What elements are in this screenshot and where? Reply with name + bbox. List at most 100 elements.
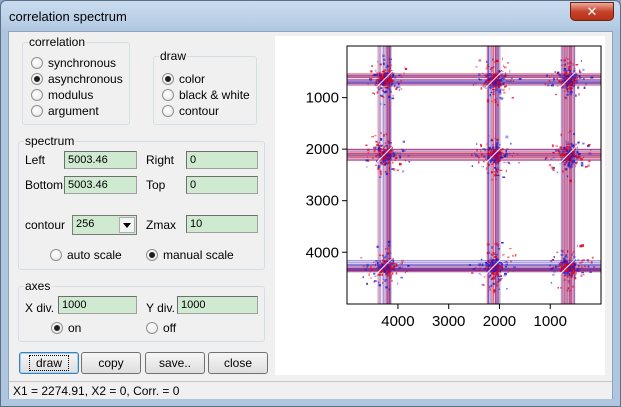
- cross-peak-speckle: [496, 74, 499, 76]
- bottom-field[interactable]: 5003.46: [64, 176, 137, 194]
- cross-peak-speckle: [388, 57, 391, 61]
- cross-peak-speckle: [557, 150, 560, 152]
- cross-peak-speckle: [487, 243, 490, 246]
- right-field[interactable]: 0: [186, 151, 258, 169]
- cross-peak-speckle: [568, 82, 571, 85]
- cross-peak-speckle: [478, 273, 481, 275]
- cross-peak-speckle: [380, 154, 383, 156]
- cross-peak-speckle: [402, 170, 405, 173]
- cross-peak-speckle: [568, 80, 572, 82]
- radio-button-indicator[interactable]: [146, 249, 158, 261]
- cross-peak-speckle: [392, 257, 394, 260]
- cross-peak-speckle: [391, 279, 393, 282]
- cross-peak-speckle: [497, 156, 500, 159]
- left-field[interactable]: 5003.46: [64, 151, 137, 169]
- cross-peak-speckle: [569, 150, 572, 153]
- radio-button-indicator[interactable]: [146, 322, 158, 334]
- cross-peak-speckle: [570, 156, 572, 158]
- window-close-button[interactable]: ✕: [570, 2, 614, 21]
- copy-button[interactable]: copy: [81, 352, 141, 374]
- radio-contour[interactable]: contour: [162, 104, 219, 118]
- cross-peak-speckle: [564, 63, 567, 65]
- cross-peak-speckle: [390, 267, 394, 270]
- cross-peak-speckle: [481, 263, 484, 267]
- radio-asynchronous[interactable]: asynchronous: [31, 72, 123, 86]
- radio-button-indicator[interactable]: [31, 105, 43, 117]
- radio-button-indicator[interactable]: [31, 73, 43, 85]
- radio-axes-off[interactable]: off: [146, 321, 176, 335]
- radio-button-indicator[interactable]: [162, 105, 174, 117]
- cross-peak-speckle: [375, 69, 377, 72]
- cross-peak-speckle: [565, 78, 568, 80]
- cross-peak-speckle: [576, 81, 578, 84]
- cross-peak-speckle: [392, 94, 395, 97]
- contour-select[interactable]: 256: [72, 215, 137, 235]
- cross-peak-speckle: [583, 78, 585, 80]
- cross-peak-speckle: [565, 147, 568, 150]
- cross-peak-speckle: [381, 158, 383, 161]
- cross-peak-speckle: [388, 141, 390, 144]
- cross-peak-speckle: [582, 68, 585, 71]
- radio-black-white[interactable]: black & white: [162, 88, 250, 102]
- save-button[interactable]: save..: [145, 352, 205, 374]
- cross-peak-speckle: [367, 148, 370, 152]
- cross-peak-speckle: [385, 90, 388, 93]
- cross-peak-speckle: [573, 76, 575, 79]
- cross-peak-speckle: [490, 269, 494, 272]
- radio-button-indicator[interactable]: [51, 322, 63, 334]
- cross-peak-speckle: [380, 94, 383, 97]
- radio-button-indicator[interactable]: [50, 249, 62, 261]
- correlation-plot[interactable]: 1000 2000 3000 4000 4000 3000 2000 1000: [275, 36, 605, 375]
- zmax-field[interactable]: 10: [186, 215, 258, 233]
- cross-peak-speckle: [566, 263, 569, 265]
- cross-peak-speckle: [513, 270, 515, 272]
- cross-peak-speckle: [472, 84, 474, 86]
- cross-peak-speckle: [491, 100, 493, 103]
- cross-peak-speckle: [497, 161, 499, 165]
- radio-button-indicator[interactable]: [31, 57, 43, 69]
- cross-peak-speckle: [570, 81, 573, 84]
- cross-peak-speckle: [498, 269, 500, 271]
- cross-peak-speckle: [491, 153, 495, 155]
- cross-peak-speckle: [484, 148, 486, 152]
- cross-peak-speckle: [497, 270, 499, 272]
- radio-color[interactable]: color: [162, 72, 205, 86]
- xdiv-field[interactable]: 1000: [58, 296, 137, 314]
- draw-button[interactable]: draw: [19, 352, 79, 374]
- radio-auto-scale[interactable]: auto scale: [50, 248, 122, 262]
- cross-peak-speckle: [495, 79, 497, 82]
- ydiv-field[interactable]: 1000: [177, 296, 258, 314]
- cross-peak-speckle: [389, 156, 391, 159]
- radio-argument[interactable]: argument: [31, 104, 99, 118]
- radio-manual-scale[interactable]: manual scale: [146, 248, 234, 262]
- chevron-down-icon[interactable]: [119, 217, 135, 233]
- cross-peak-speckle: [590, 76, 594, 79]
- cross-peak-speckle: [488, 155, 491, 157]
- cross-peak-speckle: [379, 264, 382, 266]
- radio-modulus[interactable]: modulus: [31, 88, 93, 102]
- cross-peak-speckle: [558, 80, 561, 83]
- cross-peak-speckle: [380, 270, 383, 274]
- cross-peak-speckle: [548, 164, 552, 167]
- close-button[interactable]: close: [208, 352, 268, 374]
- radio-synchronous[interactable]: synchronous: [31, 56, 116, 70]
- cross-peak-speckle: [571, 154, 574, 156]
- cross-peak-speckle: [493, 152, 495, 155]
- cross-peak-speckle: [387, 146, 389, 150]
- cross-peak-speckle: [397, 81, 399, 83]
- cross-peak-speckle: [490, 151, 492, 153]
- radio-button-indicator[interactable]: [31, 89, 43, 101]
- cross-peak-speckle: [382, 259, 385, 262]
- cross-peak-speckle: [559, 76, 561, 78]
- radio-button-indicator[interactable]: [162, 73, 174, 85]
- radio-button-indicator[interactable]: [162, 89, 174, 101]
- cross-peak-speckle: [502, 275, 504, 277]
- radio-axes-on[interactable]: on: [51, 321, 81, 335]
- title-bar[interactable]: correlation spectrum ✕: [1, 1, 620, 31]
- cross-peak-speckle: [567, 91, 570, 94]
- cross-peak-speckle: [380, 151, 383, 154]
- cross-peak-speckle: [506, 148, 509, 150]
- cross-peak-speckle: [568, 155, 570, 158]
- cross-peak-speckle: [388, 61, 391, 64]
- top-field[interactable]: 0: [186, 176, 258, 194]
